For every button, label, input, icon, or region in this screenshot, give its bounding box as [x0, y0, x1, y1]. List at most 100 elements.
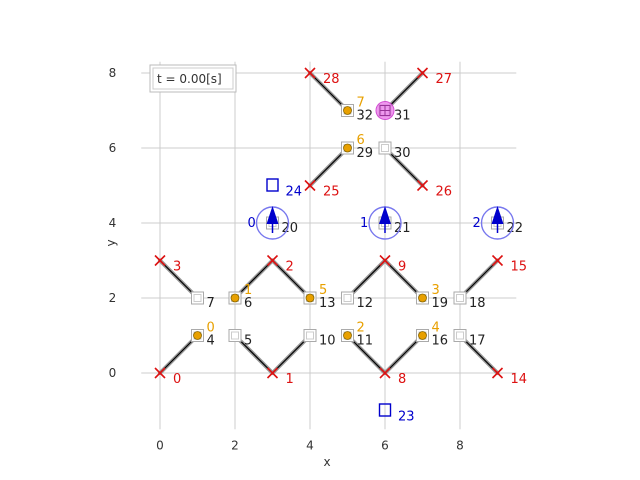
node-square — [453, 329, 467, 342]
rocket-arrow — [266, 206, 279, 224]
marker-label: 23 — [398, 410, 415, 425]
node-square-inner — [343, 294, 352, 302]
mass-label: 1 — [244, 283, 252, 298]
x-tick-label: 4 — [306, 438, 314, 452]
mass-label: 0 — [207, 321, 215, 336]
node-label: 11 — [357, 334, 374, 349]
time-box: t = 0.00[s] — [149, 64, 237, 93]
node-square-inner — [306, 331, 314, 340]
rocket-label: 0 — [248, 216, 256, 231]
y-tick-label: 6 — [109, 141, 117, 155]
anchor-label: 14 — [511, 372, 528, 387]
x-tick-label: 6 — [381, 438, 389, 452]
node-square-inner — [456, 331, 464, 340]
anchor-cross — [416, 179, 429, 192]
anchor-cross — [491, 254, 504, 267]
anchor-label: 9 — [398, 260, 406, 275]
x-axis-label: x — [323, 455, 330, 469]
rocket-arrow — [379, 206, 391, 224]
anchor-label: 26 — [436, 185, 453, 200]
node-square — [378, 141, 392, 155]
anchor-label: 8 — [398, 372, 406, 387]
node-square-inner — [381, 144, 389, 152]
marker-label: 24 — [286, 185, 303, 200]
mass-label: 5 — [319, 283, 327, 298]
anchor-cross — [491, 367, 504, 379]
node-label: 4 — [207, 334, 215, 349]
node-square-inner — [193, 294, 202, 302]
y-tick-label: 0 — [109, 366, 117, 380]
grid-lines — [141, 61, 517, 430]
rocket-label: 1 — [360, 216, 368, 231]
anchor-label: 25 — [323, 185, 340, 200]
node-square — [228, 329, 242, 342]
y-tick-label: 4 — [109, 216, 117, 230]
anchor-cross — [154, 254, 166, 267]
node-label: 10 — [319, 334, 336, 349]
x-tick-label: 0 — [156, 438, 164, 452]
node-label: 16 — [432, 334, 449, 349]
rocket-label: 2 — [473, 216, 481, 231]
node-label: 18 — [469, 296, 486, 311]
time-label: t = 0.00[s] — [157, 72, 222, 86]
node-label: 7 — [207, 296, 215, 311]
mass-dot — [418, 293, 427, 303]
anchor-cross — [379, 367, 391, 379]
anchor-label: 2 — [286, 260, 294, 275]
mass-dot — [418, 331, 427, 340]
markers: 24 23 — [266, 178, 415, 425]
x-tick-label: 8 — [456, 438, 464, 452]
rockets: 0 1 2 — [248, 206, 515, 240]
node-label: 31 — [394, 109, 411, 124]
mass-label: 7 — [357, 96, 365, 111]
node-square — [453, 291, 467, 305]
anchor-label: 0 — [173, 372, 181, 387]
anchor-cross — [379, 254, 391, 267]
anchor-label: 27 — [436, 72, 453, 87]
node-label: 5 — [244, 334, 252, 349]
anchor-cross — [154, 367, 166, 379]
node-square-inner — [231, 331, 239, 340]
mass-dot — [305, 293, 315, 303]
mass-label: 6 — [357, 133, 365, 148]
anchor-cross — [266, 367, 279, 379]
node-label: 12 — [357, 296, 374, 311]
mass-label: 2 — [357, 321, 365, 336]
mass-dot — [343, 143, 352, 153]
mass-label: 4 — [432, 321, 440, 336]
mass-dot — [343, 331, 352, 340]
rocket-arrow — [491, 206, 504, 224]
anchor-label: 15 — [511, 260, 528, 275]
y-axis-label: y — [104, 239, 118, 246]
node-label: 30 — [394, 146, 411, 161]
node-square-inner — [456, 294, 464, 302]
marker-square — [378, 403, 392, 417]
marker-square — [266, 178, 279, 192]
node-label: 19 — [432, 296, 449, 311]
anchor-cross — [416, 67, 429, 79]
node-square — [191, 291, 204, 305]
target — [375, 101, 395, 120]
anchor-cross — [304, 179, 316, 192]
node-label: 17 — [469, 334, 486, 349]
mass-dot — [230, 293, 240, 303]
node-square — [341, 291, 354, 305]
anchor-cross — [304, 67, 316, 79]
node-label: 29 — [357, 146, 374, 161]
node-label: 32 — [357, 109, 374, 124]
node-label: 13 — [319, 296, 336, 311]
mass-dot — [343, 106, 352, 115]
anchor-label: 28 — [323, 72, 340, 87]
x-tick-label: 2 — [231, 438, 239, 452]
anchor-label: 1 — [286, 372, 294, 387]
mass-dot — [193, 331, 202, 340]
mass-label: 3 — [432, 283, 440, 298]
anchor-label: 3 — [173, 260, 181, 275]
node-label: 6 — [244, 296, 252, 311]
node-square — [303, 329, 317, 342]
y-tick-label: 2 — [109, 291, 117, 305]
